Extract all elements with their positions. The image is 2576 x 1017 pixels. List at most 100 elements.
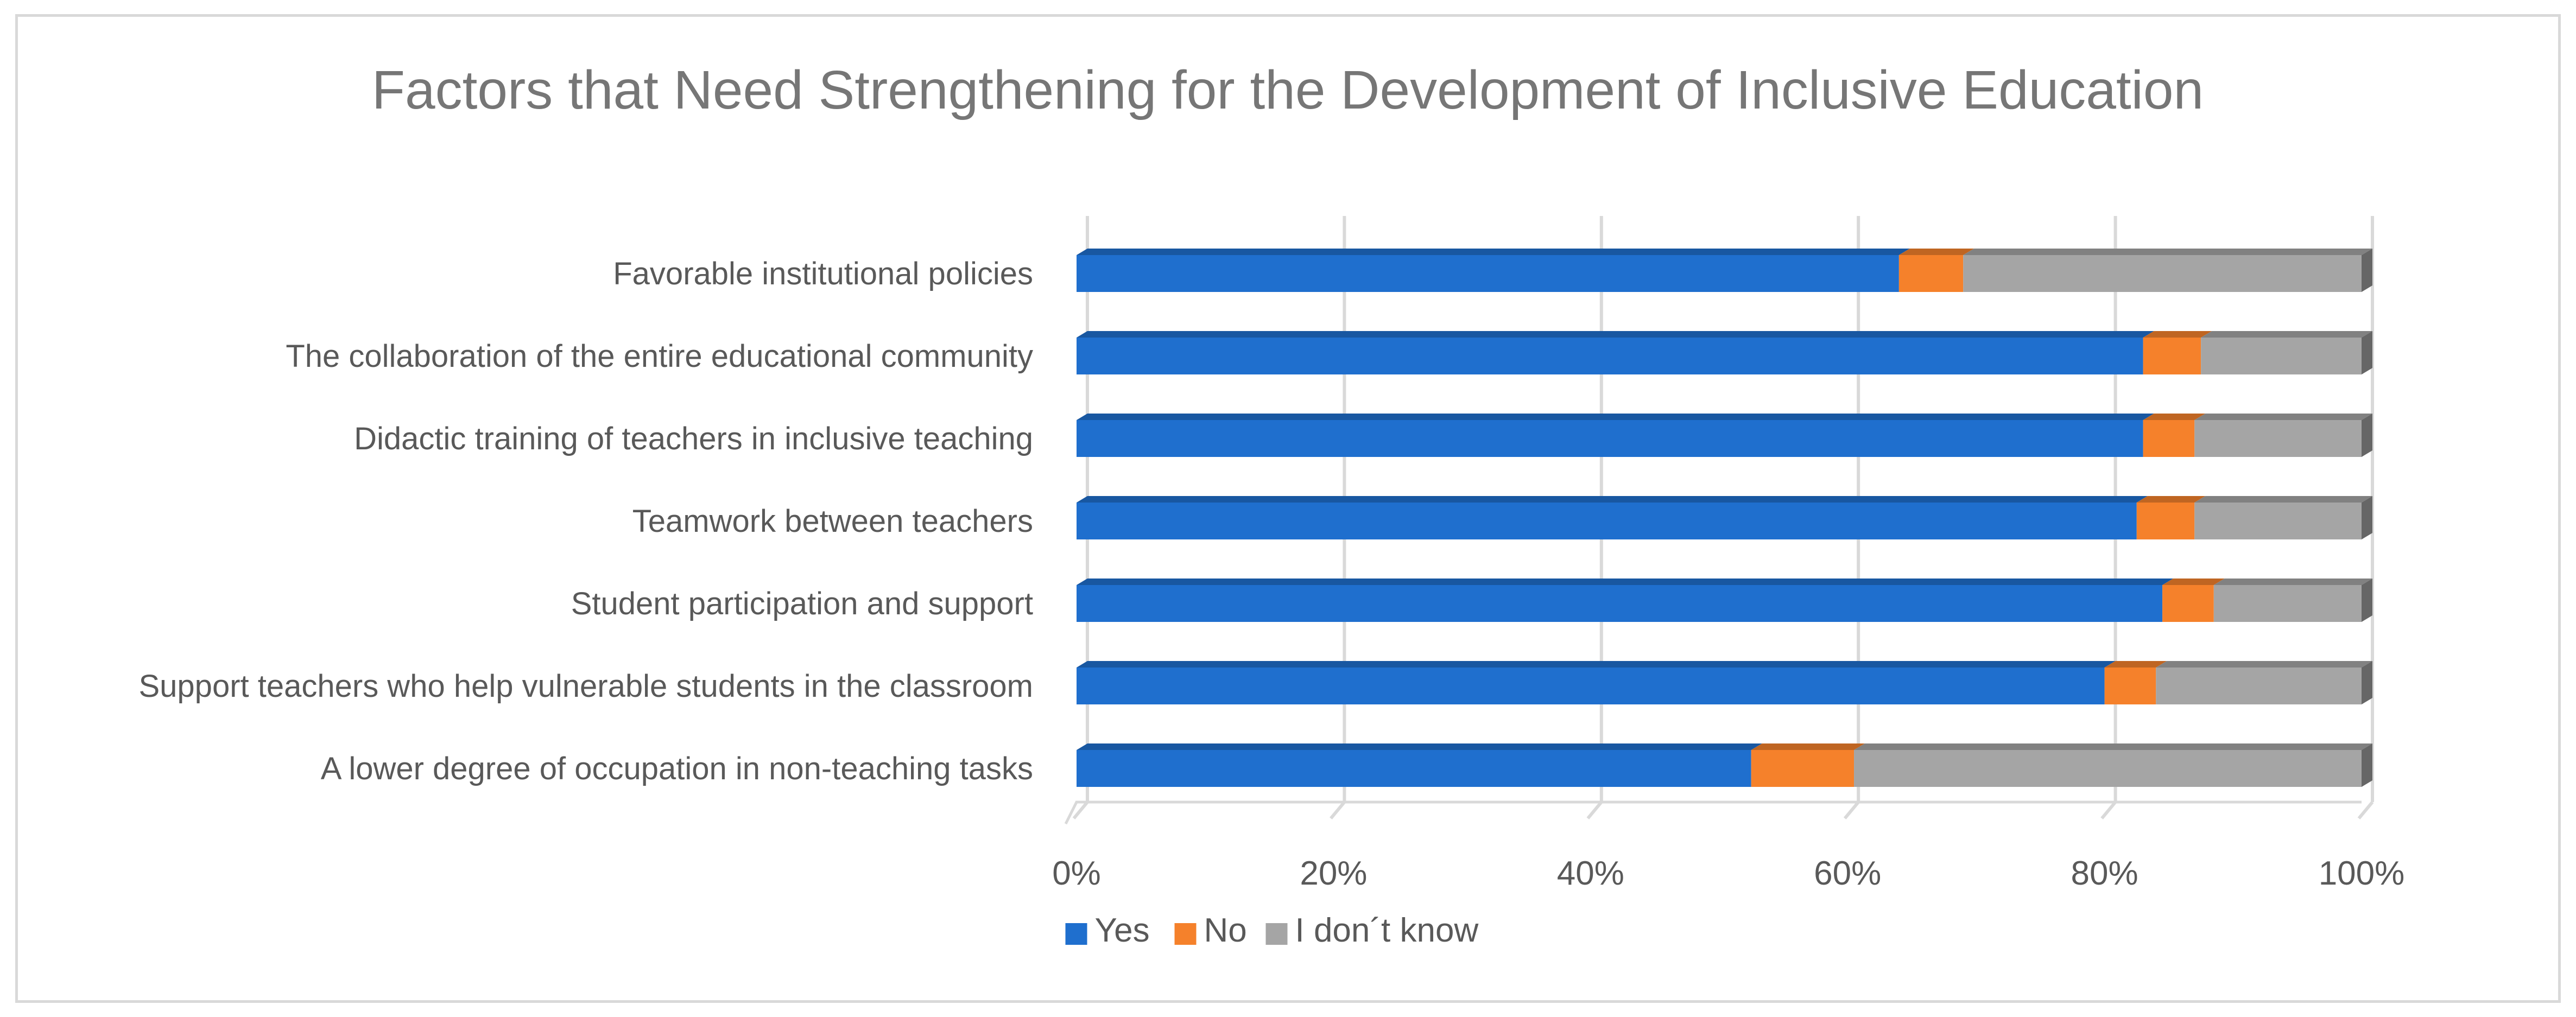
legend-item-yes: Yes [1065, 912, 1150, 949]
bar-top-face [2136, 496, 2206, 503]
bar-side-face [2362, 249, 2372, 292]
category-labels: Favorable institutional policies The coll… [138, 256, 1033, 786]
category-label: The collaboration of the entire educatio… [286, 339, 1033, 374]
legend-item-i-don-t-know: I don´t know [1265, 912, 1479, 949]
bar-segment-i-don-t-know [2201, 331, 2372, 374]
bar-segment-i-don-t-know [2194, 414, 2372, 457]
bar-top-face [2201, 331, 2372, 338]
category-label: Favorable institutional policies [613, 256, 1033, 291]
gridline-floor [1586, 801, 1603, 819]
bar-top-face [1077, 331, 2154, 338]
bar-segment-yes [1077, 743, 1762, 787]
bar-front-face [1077, 750, 1751, 787]
x-tick-label: 20% [1300, 855, 1367, 892]
x-tick-label: 80% [2071, 855, 2138, 892]
bar-front-face [1751, 750, 1855, 787]
category-label: Student participation and support [571, 586, 1033, 621]
bar-side-face [2362, 661, 2372, 704]
bar-front-face [2136, 503, 2195, 539]
bar-top-face [2143, 331, 2212, 338]
bar-front-face [2143, 338, 2201, 374]
bar-top-face [1077, 414, 2154, 420]
bar-top-face [1898, 249, 1974, 255]
bar-top-face [1077, 496, 2148, 503]
gridline-floor [2357, 801, 2374, 819]
category-label: Support teachers who help vulnerable stu… [138, 669, 1033, 704]
bar-front-face [1963, 255, 2362, 292]
bar-front-face [2104, 668, 2156, 704]
x-tick-label: 100% [2319, 855, 2405, 892]
bar-segment-yes [1077, 579, 2174, 622]
bar-top-face [1963, 249, 2372, 255]
bars [1077, 249, 2372, 787]
bar-top-face [2162, 579, 2225, 585]
gridline-floor [1330, 801, 1346, 819]
bar-top-face [2194, 496, 2372, 503]
bar-top-face [1751, 743, 1865, 750]
bar-front-face [1854, 750, 2362, 787]
bar-top-face [1077, 661, 2116, 668]
bar-segment-no [2143, 414, 2206, 457]
bar-segment-yes [1077, 331, 2154, 374]
bar-segment-no [2143, 331, 2212, 374]
bar-segment-i-don-t-know [2213, 579, 2372, 622]
bar-top-face [2194, 414, 2372, 420]
bar-front-face [1077, 255, 1899, 292]
floor-line [1064, 800, 2362, 825]
gridline-floor [2100, 801, 2117, 819]
bar-segment-i-don-t-know [1854, 743, 2372, 787]
legend: Yes No I don´t know [1065, 912, 1479, 949]
bar-front-face [1077, 338, 2143, 374]
bar-front-face [1077, 668, 2105, 704]
legend-label: No [1204, 912, 1247, 949]
bar-segment-yes [1077, 414, 2154, 457]
bar-front-face [2194, 503, 2362, 539]
chart-title: Factors that Need Strengthening for the … [372, 60, 2204, 120]
bar-segment-yes [1077, 496, 2148, 539]
bar-top-face [2143, 414, 2206, 420]
bar-segment-no [2162, 579, 2225, 622]
legend-swatch [1174, 923, 1197, 945]
x-tick-label: 0% [1052, 855, 1101, 892]
bar-segment-no [1898, 249, 1974, 292]
bar-segment-i-don-t-know [2156, 661, 2372, 704]
bar-segment-yes [1077, 249, 1910, 292]
x-axis-ticks: 0% 20% 40% 60% 80% 100% [1052, 855, 2404, 892]
bar-front-face [2156, 668, 2362, 704]
legend-label: I don´t know [1295, 912, 1479, 949]
legend-label: Yes [1095, 912, 1150, 949]
bar-segment-i-don-t-know [2194, 496, 2372, 539]
bar-segment-no [2104, 661, 2167, 704]
bar-front-face [2213, 585, 2362, 622]
category-label: A lower degree of occupation in non-teac… [321, 751, 1033, 786]
bar-top-face [2156, 661, 2372, 668]
bar-top-face [2104, 661, 2167, 668]
bar-top-face [1077, 249, 1910, 255]
x-tick-label: 40% [1557, 855, 1624, 892]
legend-swatch [1265, 923, 1288, 945]
legend-item-no: No [1174, 912, 1247, 949]
bar-top-face [2213, 579, 2372, 585]
bar-front-face [2143, 420, 2195, 457]
category-label: Teamwork between teachers [632, 504, 1033, 539]
bar-front-face [2162, 585, 2214, 622]
x-tick-label: 60% [1814, 855, 1881, 892]
bar-front-face [1077, 420, 2143, 457]
bar-top-face [1077, 743, 1762, 750]
category-label: Didactic training of teachers in inclusi… [354, 421, 1033, 456]
bar-segment-i-don-t-know [1963, 249, 2372, 292]
legend-swatch [1065, 923, 1087, 945]
bar-side-face [2362, 743, 2372, 787]
bar-front-face [2194, 420, 2362, 457]
bar-side-face [2362, 414, 2372, 457]
bar-side-face [2362, 331, 2372, 374]
bar-front-face [1077, 585, 2163, 622]
bar-top-face [1854, 743, 2372, 750]
gridline-floor [1072, 801, 1089, 819]
bar-segment-no [2136, 496, 2206, 539]
bar-top-face [1077, 579, 2174, 585]
bar-front-face [1077, 503, 2137, 539]
bar-segment-yes [1077, 661, 2116, 704]
bar-segment-no [1751, 743, 1865, 787]
